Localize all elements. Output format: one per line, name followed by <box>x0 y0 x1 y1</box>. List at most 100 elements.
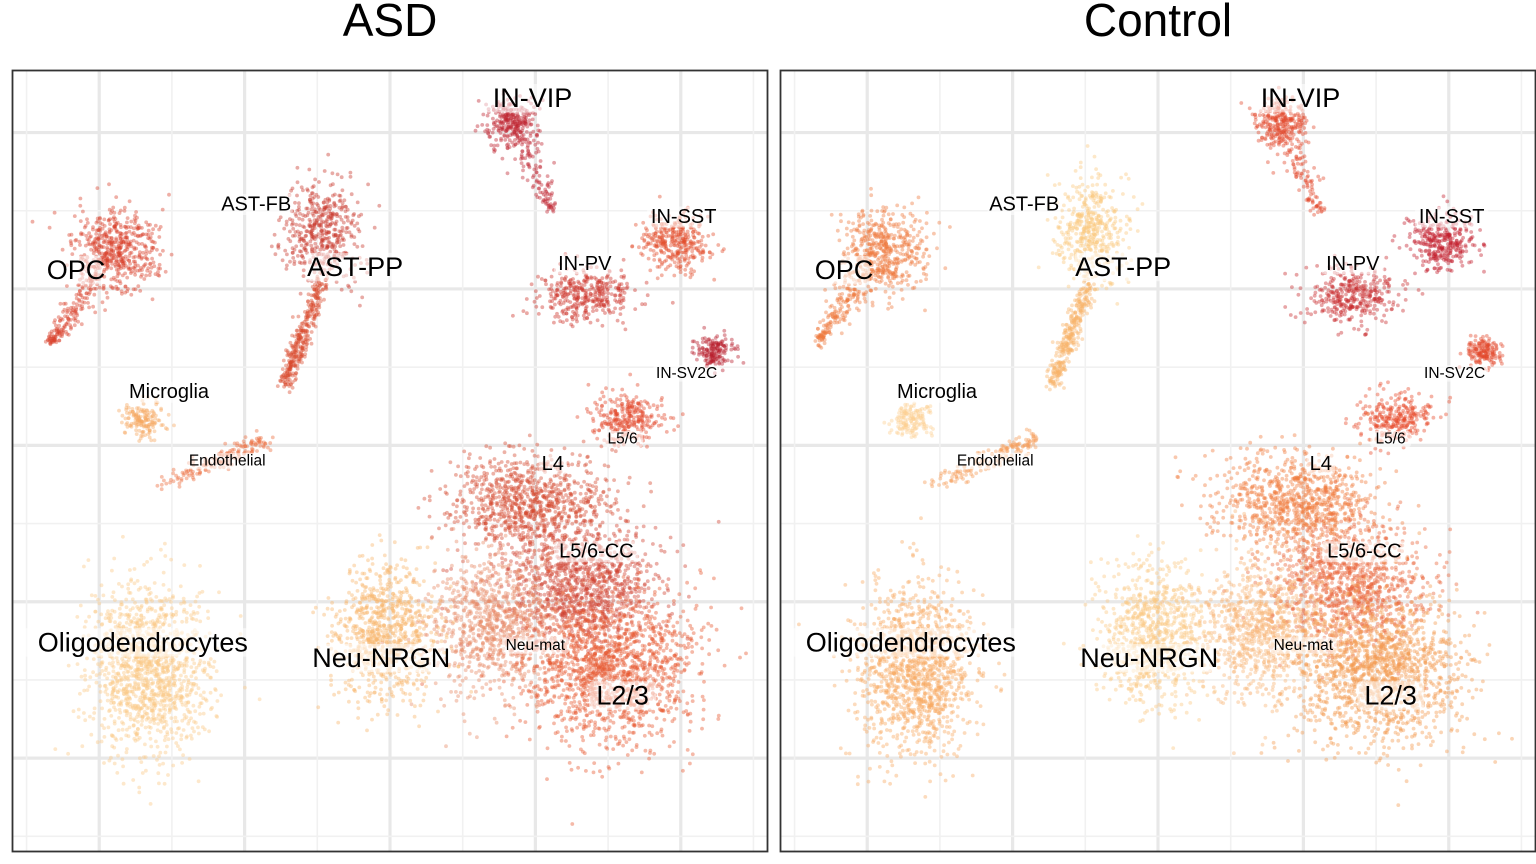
cell-point <box>120 273 125 278</box>
cell-point <box>284 348 288 353</box>
cell-point <box>125 275 130 280</box>
cell-point <box>527 118 532 123</box>
cell-point <box>707 250 712 255</box>
cell-point <box>113 277 117 282</box>
cell-point <box>349 192 354 197</box>
cell-point <box>519 510 523 515</box>
cell-point <box>304 233 308 238</box>
cell-point <box>114 195 119 200</box>
cell-point <box>662 591 667 595</box>
cell-point <box>589 275 593 279</box>
cell-point <box>297 201 301 206</box>
cell-point <box>531 492 536 497</box>
cell-point <box>164 481 169 486</box>
cell-point <box>144 245 149 250</box>
cell-point <box>584 491 588 496</box>
cell-point <box>618 292 623 297</box>
cell-point <box>530 185 535 190</box>
cell-point <box>101 245 106 250</box>
cell-point <box>492 512 497 516</box>
cell-point <box>290 222 294 227</box>
cell-point <box>144 256 149 261</box>
cell-point <box>52 320 57 325</box>
cell-point <box>641 538 645 543</box>
cell-point <box>564 519 569 523</box>
cell-point <box>524 140 529 145</box>
cell-point <box>134 210 139 214</box>
cell-point <box>117 250 122 255</box>
cell-point <box>272 232 277 237</box>
cell-point <box>185 471 190 476</box>
cell-point <box>475 124 480 129</box>
cell-point <box>654 251 659 256</box>
cell-point <box>628 372 633 377</box>
cell-point <box>288 259 292 264</box>
cell-point <box>664 244 668 249</box>
cell-point <box>579 484 584 489</box>
cell-point <box>109 249 114 254</box>
cell-point <box>304 206 309 211</box>
cell-point <box>534 170 539 175</box>
cell-point <box>497 495 502 499</box>
cell-point <box>107 229 112 234</box>
cell-point <box>505 507 510 512</box>
cell-point <box>307 224 312 228</box>
cell-point <box>605 295 609 300</box>
cell-point <box>140 272 144 277</box>
cell-point <box>551 209 556 214</box>
cell-point <box>641 524 646 529</box>
cell-point <box>309 330 314 334</box>
cell-point <box>297 216 302 221</box>
cell-point <box>573 530 578 535</box>
cell-point <box>622 413 627 418</box>
cell-point <box>550 486 555 490</box>
cell-point <box>70 252 75 256</box>
cell-point <box>556 491 561 496</box>
cell-point <box>98 229 103 233</box>
cell-point <box>600 425 605 430</box>
cell-point <box>150 297 155 302</box>
cell-point <box>152 429 157 434</box>
cell-point <box>315 296 320 301</box>
cell-point <box>113 260 118 265</box>
cell-point <box>510 127 515 132</box>
cell-point <box>155 247 159 252</box>
cell-point <box>147 250 152 255</box>
cell-point <box>487 135 492 139</box>
cell-point <box>118 245 122 250</box>
cell-point <box>117 263 122 267</box>
cell-point <box>172 423 176 428</box>
cell-point <box>512 453 517 458</box>
cell-point <box>137 268 142 273</box>
cell-point <box>291 256 296 260</box>
cell-point <box>159 408 164 412</box>
cell-point <box>595 402 599 407</box>
cell-point <box>129 424 134 429</box>
cell-point <box>535 442 540 447</box>
cell-point <box>458 492 463 497</box>
cell-point <box>648 268 653 273</box>
cell-point <box>115 220 120 225</box>
cell-point <box>128 242 133 246</box>
cell-point <box>548 491 553 495</box>
cell-point <box>104 290 109 295</box>
cell-point <box>136 226 141 231</box>
cell-point <box>350 218 355 223</box>
cell-point <box>123 235 128 240</box>
cell-point <box>582 283 587 287</box>
cell-point <box>491 471 496 476</box>
cell-point <box>122 209 127 213</box>
cell-point <box>659 250 664 255</box>
cell-point <box>600 421 605 425</box>
cell-point <box>115 279 120 283</box>
cell-point <box>337 193 342 198</box>
cell-point <box>330 221 335 225</box>
cell-point <box>640 410 645 414</box>
cell-point <box>575 285 580 290</box>
cell-point <box>529 282 534 287</box>
cell-point <box>536 510 541 514</box>
cell-point <box>660 579 665 584</box>
cell-point <box>722 328 727 333</box>
cell-point <box>454 473 458 477</box>
cell-point <box>511 313 515 318</box>
